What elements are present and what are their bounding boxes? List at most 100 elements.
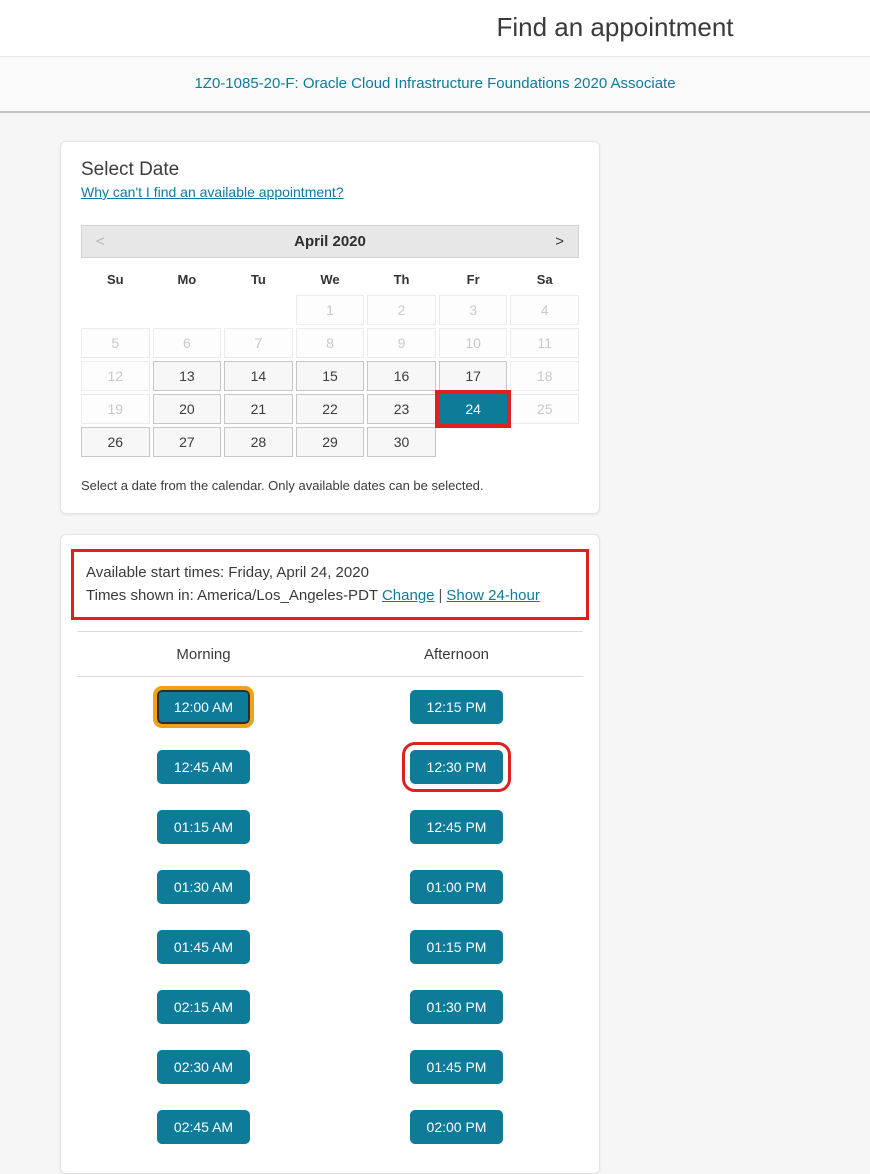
calendar-day-4: 4 [510, 295, 579, 325]
time-columns-header: Morning Afternoon [77, 632, 583, 676]
calendar-day-8: 8 [295, 328, 365, 358]
annotation-box-times-header: Available start times: Friday, April 24,… [71, 549, 589, 620]
calendar-day-14[interactable]: 14 [224, 361, 293, 391]
time-slot-button[interactable]: 12:00 AM [153, 686, 254, 728]
time-slot-button[interactable]: 12:30 PM [402, 742, 511, 792]
calendar-day-18: 18 [510, 361, 579, 391]
time-slot-row: 01:15 PM [410, 917, 503, 977]
calendar-day-21[interactable]: 21 [224, 394, 293, 424]
day-header-tu: Tu [250, 271, 266, 287]
calendar-day-19: 19 [81, 394, 150, 424]
time-slot-button[interactable]: 02:15 AM [157, 990, 250, 1024]
day-header-su: Su [106, 271, 124, 287]
calendar-day-26[interactable]: 26 [81, 427, 150, 457]
time-slot-button[interactable]: 01:15 PM [410, 930, 503, 964]
time-slot-row: 02:15 AM [157, 977, 250, 1037]
time-slot-button[interactable]: 02:45 AM [157, 1110, 250, 1144]
timezone-label: Times shown in: America/Los_Angeles-PDT [86, 587, 378, 604]
calendar-day-3: 3 [438, 295, 508, 325]
day-header-fr: Fr [466, 271, 480, 287]
time-slot-button[interactable]: 12:15 PM [410, 690, 503, 724]
page-header: Find an appointment [0, 0, 870, 57]
time-column-morning: 12:00 AM 12:45 AM 01:15 AM 01:30 AM 01:45 AM… [77, 677, 330, 1157]
calendar-day-10: 10 [438, 328, 508, 358]
time-slot-button[interactable]: 02:30 AM [157, 1050, 250, 1084]
time-slot-row: 02:30 AM [157, 1037, 250, 1097]
day-header-sa: Sa [536, 271, 553, 287]
time-slot-button[interactable]: 02:00 PM [410, 1110, 503, 1144]
calendar-day-25: 25 [510, 394, 579, 424]
calendar-day-20[interactable]: 20 [152, 394, 222, 424]
calendar-cell-blank [153, 295, 222, 325]
time-slots-grid: 12:00 AM 12:45 AM 01:15 AM 01:30 AM 01:45 AM… [77, 677, 583, 1157]
time-slot-button[interactable]: 01:00 PM [410, 870, 503, 904]
calendar-day-23[interactable]: 23 [367, 394, 436, 424]
calendar-day-9: 9 [367, 328, 436, 358]
calendar-day-16[interactable]: 16 [367, 361, 436, 391]
calendar-grid: 1 2 3 4 5 6 7 8 9 10 11 12 13 14 15 16 17 18 19 20 21 22 23 24 2… [81, 295, 579, 457]
time-slot-row: 12:30 PM [402, 737, 511, 797]
time-slot-button[interactable]: 01:45 PM [410, 1050, 503, 1084]
calendar-day-headers: Su Mo Tu We Th Fr Sa [81, 263, 579, 295]
time-slot-row: 02:45 AM [157, 1097, 250, 1157]
select-date-card: Select Date Why can't I find an availabl… [60, 141, 600, 514]
time-slot-button[interactable]: 12:45 PM [410, 810, 503, 844]
time-column-afternoon: 12:15 PM 12:30 PM 12:45 PM 01:00 PM 01:15 PM… [330, 677, 583, 1157]
time-slot-button[interactable]: 01:30 AM [157, 870, 250, 904]
calendar-day-2: 2 [367, 295, 436, 325]
calendar-day-12: 12 [81, 361, 150, 391]
time-slot-button[interactable]: 01:15 AM [157, 810, 250, 844]
time-slot-button[interactable]: 01:30 PM [410, 990, 503, 1024]
prev-month-button: < [96, 233, 105, 250]
calendar-day-11: 11 [510, 328, 579, 358]
time-slot-button[interactable]: 01:45 AM [157, 930, 250, 964]
time-slot-row: 01:30 AM [157, 857, 250, 917]
calendar-month-label: April 2020 [294, 233, 366, 250]
exam-banner: 1Z0-1085-20-F: Oracle Cloud Infrastructu… [0, 57, 870, 113]
calendar-day-28[interactable]: 28 [224, 427, 293, 457]
time-column-header-morning: Morning [176, 645, 231, 663]
time-slot-row: 02:00 PM [410, 1097, 503, 1157]
calendar-cell-blank [81, 295, 150, 325]
divider-bottom [77, 676, 583, 677]
time-slot-row: 12:00 AM [153, 677, 254, 737]
calendar-day-22[interactable]: 22 [295, 394, 365, 424]
calendar-day-30[interactable]: 30 [367, 427, 436, 457]
available-times-card: Available start times: Friday, April 24,… [60, 534, 600, 1174]
link-separator: | [438, 587, 443, 604]
calendar-cell-blank [439, 427, 508, 457]
time-slot-row: 01:00 PM [410, 857, 503, 917]
time-slot-row: 12:45 PM [410, 797, 503, 857]
availability-help-link[interactable]: Why can't I find an available appointmen… [81, 184, 344, 200]
time-slot-row: 12:15 PM [410, 677, 503, 737]
calendar-day-1: 1 [295, 295, 365, 325]
next-month-button[interactable]: > [555, 233, 564, 250]
day-header-th: Th [393, 271, 410, 287]
calendar-day-17[interactable]: 17 [438, 361, 508, 391]
exam-name: 1Z0-1085-20-F: Oracle Cloud Infrastructu… [194, 75, 676, 92]
day-header-mo: Mo [177, 271, 197, 287]
time-slot-button[interactable]: 12:45 AM [157, 750, 250, 784]
calendar-day-5: 5 [81, 328, 150, 358]
change-timezone-link[interactable]: Change [381, 587, 435, 604]
time-slot-row: 01:15 AM [157, 797, 250, 857]
calendar-day-27[interactable]: 27 [152, 427, 222, 457]
calendar-day-24[interactable]: 24 [438, 394, 508, 424]
select-date-heading: Select Date [81, 159, 180, 180]
calendar-day-7: 7 [224, 328, 293, 358]
calendar-day-29[interactable]: 29 [295, 427, 365, 457]
available-times-heading: Available start times: Friday, April 24,… [86, 564, 369, 581]
time-slot-row: 01:45 AM [157, 917, 250, 977]
calendar-footnote: Select a date from the calendar. Only av… [81, 478, 484, 493]
calendar-day-13[interactable]: 13 [152, 361, 222, 391]
time-slot-row: 12:45 AM [157, 737, 250, 797]
calendar-cell-blank [510, 427, 579, 457]
page-title: Find an appointment [496, 12, 734, 42]
divider-top [77, 631, 583, 632]
day-header-we: We [320, 271, 340, 287]
calendar-day-15[interactable]: 15 [295, 361, 365, 391]
time-slot-row: 01:30 PM [410, 977, 503, 1037]
calendar-cell-blank [224, 295, 293, 325]
show-24-hour-link[interactable]: Show 24-hour [446, 587, 540, 604]
time-column-header-afternoon: Afternoon [423, 645, 490, 663]
